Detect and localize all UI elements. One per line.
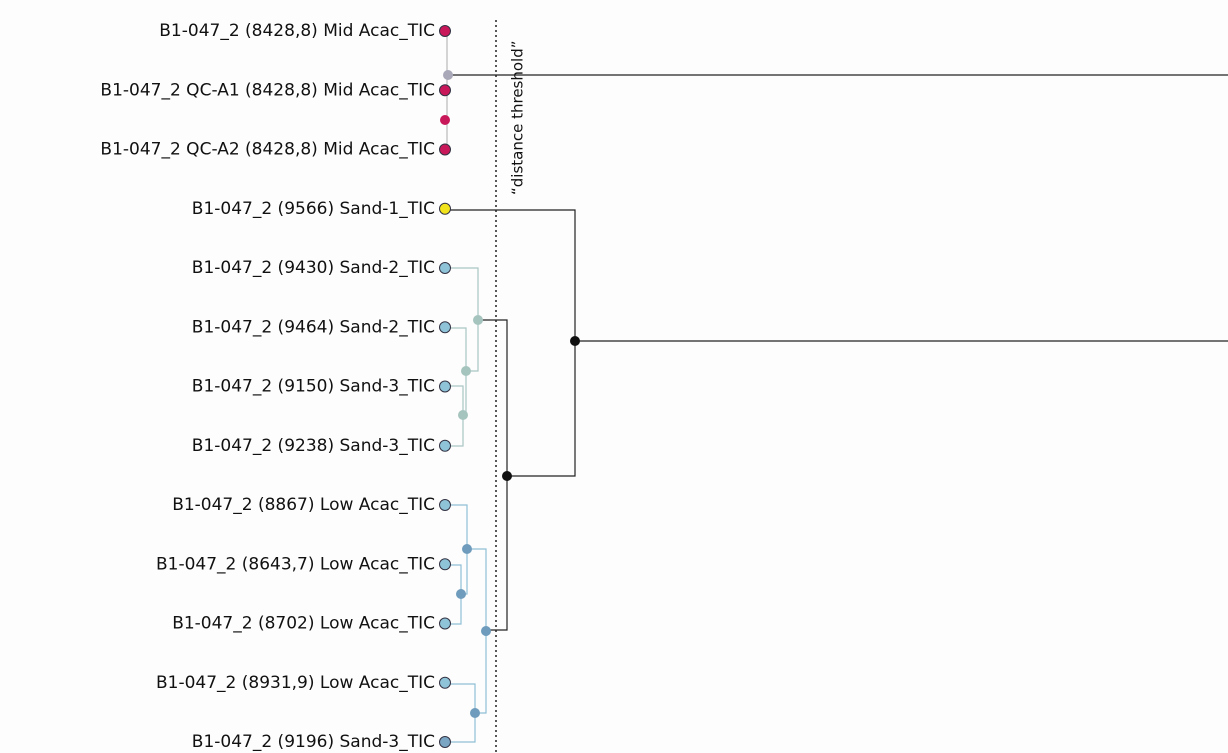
leaf-label: B1-047_2 (8643,7) Low Acac_TIC	[156, 554, 435, 574]
merge-node	[473, 315, 483, 325]
leaf-label: B1-047_2 (8931,9) Low Acac_TIC	[156, 673, 435, 693]
leaf-node	[439, 143, 451, 156]
leaf-node	[439, 676, 451, 689]
leaf-label: B1-047_2 (9238) Sand-3_TIC	[192, 436, 435, 456]
merge-node	[502, 471, 512, 481]
leaf-label: B1-047_2 QC-A2 (8428,8) Mid Acac_TIC	[100, 140, 435, 160]
merge-node	[470, 708, 480, 718]
merge-node	[458, 410, 468, 420]
merge-node	[461, 366, 471, 376]
leaf-label: B1-047_2 (8428,8) Mid Acac_TIC	[159, 21, 435, 41]
threshold-label: “distance threshold”	[509, 40, 527, 195]
leaf-node	[439, 439, 451, 452]
merge-node	[456, 589, 466, 599]
merge-nodes	[440, 70, 580, 718]
leaf-node	[439, 617, 451, 630]
leaf-label: B1-047_2 (9566) Sand-1_TIC	[192, 199, 435, 219]
merge-node	[462, 544, 472, 554]
leaf-label: B1-047_2 (9196) Sand-3_TIC	[192, 732, 435, 752]
leaf-node	[439, 202, 451, 215]
merge-node	[440, 115, 450, 125]
merge-node	[481, 626, 491, 636]
leaf-label: B1-047_2 (9464) Sand-2_TIC	[192, 317, 435, 337]
leaf-node	[439, 558, 451, 571]
merge-node	[570, 336, 580, 346]
leaf-node	[439, 321, 451, 334]
leaf-label: B1-047_2 (9430) Sand-2_TIC	[192, 258, 435, 278]
leaf-label: B1-047_2 (8702) Low Acac_TIC	[172, 614, 435, 634]
leaf-node	[439, 380, 451, 393]
leaf-label: B1-047_2 (9150) Sand-3_TIC	[192, 377, 435, 397]
leaf-label: B1-047_2 (8867) Low Acac_TIC	[172, 495, 435, 515]
links	[445, 31, 1228, 743]
leaf-node	[439, 499, 451, 511]
leaf-node	[439, 736, 451, 748]
leaf-node	[439, 84, 451, 97]
leaf-node	[439, 262, 451, 274]
leaf-node	[439, 25, 451, 37]
leaf-label: B1-047_2 QC-A1 (8428,8) Mid Acac_TIC	[100, 80, 435, 100]
merge-node	[443, 70, 453, 80]
